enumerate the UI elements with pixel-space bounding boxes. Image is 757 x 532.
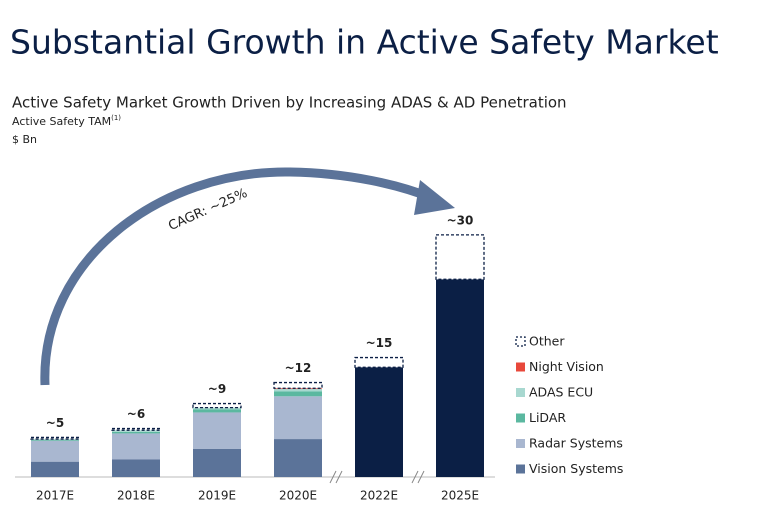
- bar-segment: [112, 430, 160, 432]
- bar-segment: [435, 234, 485, 280]
- legend-swatch: [516, 464, 525, 474]
- bar-segment: [354, 356, 404, 368]
- legend-swatch: [516, 439, 525, 448]
- bar-segment: [111, 427, 161, 431]
- bar-segment: [193, 448, 241, 477]
- cagr-arrowhead: [414, 180, 455, 215]
- value-label: ~5: [46, 416, 64, 430]
- value-label: ~12: [285, 361, 312, 375]
- y-label-note: (1): [111, 114, 121, 122]
- legend-label: Night Vision: [529, 359, 604, 374]
- bar-segment: [274, 389, 322, 392]
- bar-segment: [274, 396, 322, 440]
- y-label: Active Safety TAM(1): [12, 114, 121, 128]
- bar-segment: [274, 391, 322, 397]
- value-label: ~6: [127, 407, 145, 421]
- legend-swatch: [516, 362, 525, 372]
- chart-title: Active Safety Market Growth Driven by In…: [12, 94, 567, 112]
- x-tick-label: 2025E: [441, 489, 479, 503]
- bar-segment: [31, 439, 79, 441]
- x-tick-label: 2019E: [198, 489, 236, 503]
- legend-label: LiDAR: [529, 410, 566, 425]
- slide-title: Substantial Growth in Active Safety Mark…: [10, 23, 719, 62]
- x-tick-label: 2018E: [117, 489, 155, 503]
- bar-segment: [112, 459, 160, 477]
- bar-segment: [192, 402, 242, 409]
- bar-segment: [274, 439, 322, 477]
- value-label: ~9: [208, 382, 226, 396]
- legend-label: ADAS ECU: [529, 385, 593, 400]
- cagr-arrow: [40, 167, 434, 386]
- bar-segment: [436, 279, 484, 477]
- bar-segment: [31, 440, 79, 462]
- bar-segment: [112, 431, 160, 434]
- value-label: ~30: [447, 213, 474, 227]
- bar-segment: [193, 409, 241, 413]
- bar-segment: [193, 412, 241, 449]
- bar-segment: [355, 367, 403, 477]
- value-label: ~15: [366, 336, 393, 350]
- bar-segment: [31, 461, 79, 477]
- axis-breaks: [329, 470, 425, 484]
- bar-segment: [273, 381, 323, 389]
- legend-swatch: [516, 413, 525, 423]
- bar-segment: [193, 407, 241, 410]
- legend-label: Radar Systems: [529, 436, 623, 451]
- legend-swatch: [516, 388, 525, 397]
- x-tick-label: 2017E: [36, 489, 74, 503]
- x-tick-label: 2022E: [360, 489, 398, 503]
- bar-segment: [31, 439, 79, 440]
- legend-label: Vision Systems: [529, 461, 623, 476]
- unit-label: $ Bn: [12, 133, 37, 146]
- bar-segment: [30, 436, 80, 440]
- x-tick-label: 2020E: [279, 489, 317, 503]
- legend-swatch: [515, 336, 526, 347]
- y-label-text: Active Safety TAM: [12, 115, 111, 128]
- legend-label: Other: [529, 334, 565, 349]
- bar-segment: [112, 433, 160, 460]
